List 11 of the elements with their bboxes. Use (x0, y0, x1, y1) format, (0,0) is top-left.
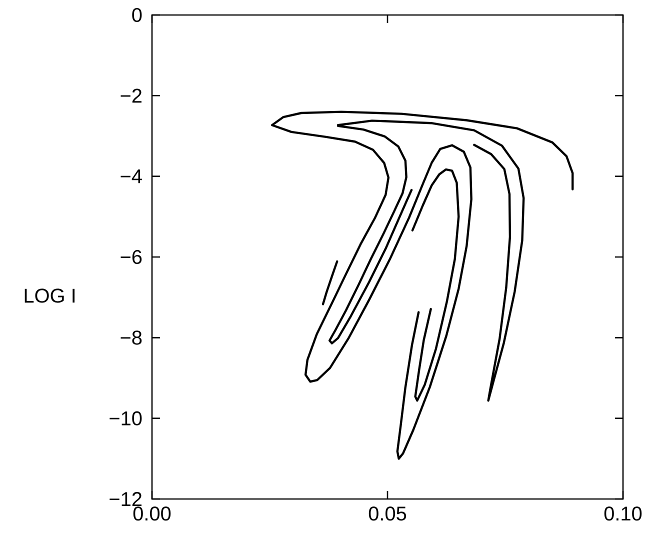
x-tick-label: 0.00 (133, 506, 171, 521)
x-tick-label: 0.05 (368, 506, 406, 521)
y-tick-label: −12 (110, 492, 142, 506)
y-tick-label: −8 (120, 330, 142, 345)
y-tick-label: −4 (120, 169, 142, 184)
y-tick-label: 0 (132, 8, 142, 22)
y-axis-title: LOG I (24, 288, 75, 303)
y-tick-label: −10 (110, 411, 142, 426)
y-tick-label: −2 (120, 88, 142, 103)
y-tick-label: −6 (120, 250, 142, 264)
x-tick-label: 0.10 (604, 506, 642, 521)
